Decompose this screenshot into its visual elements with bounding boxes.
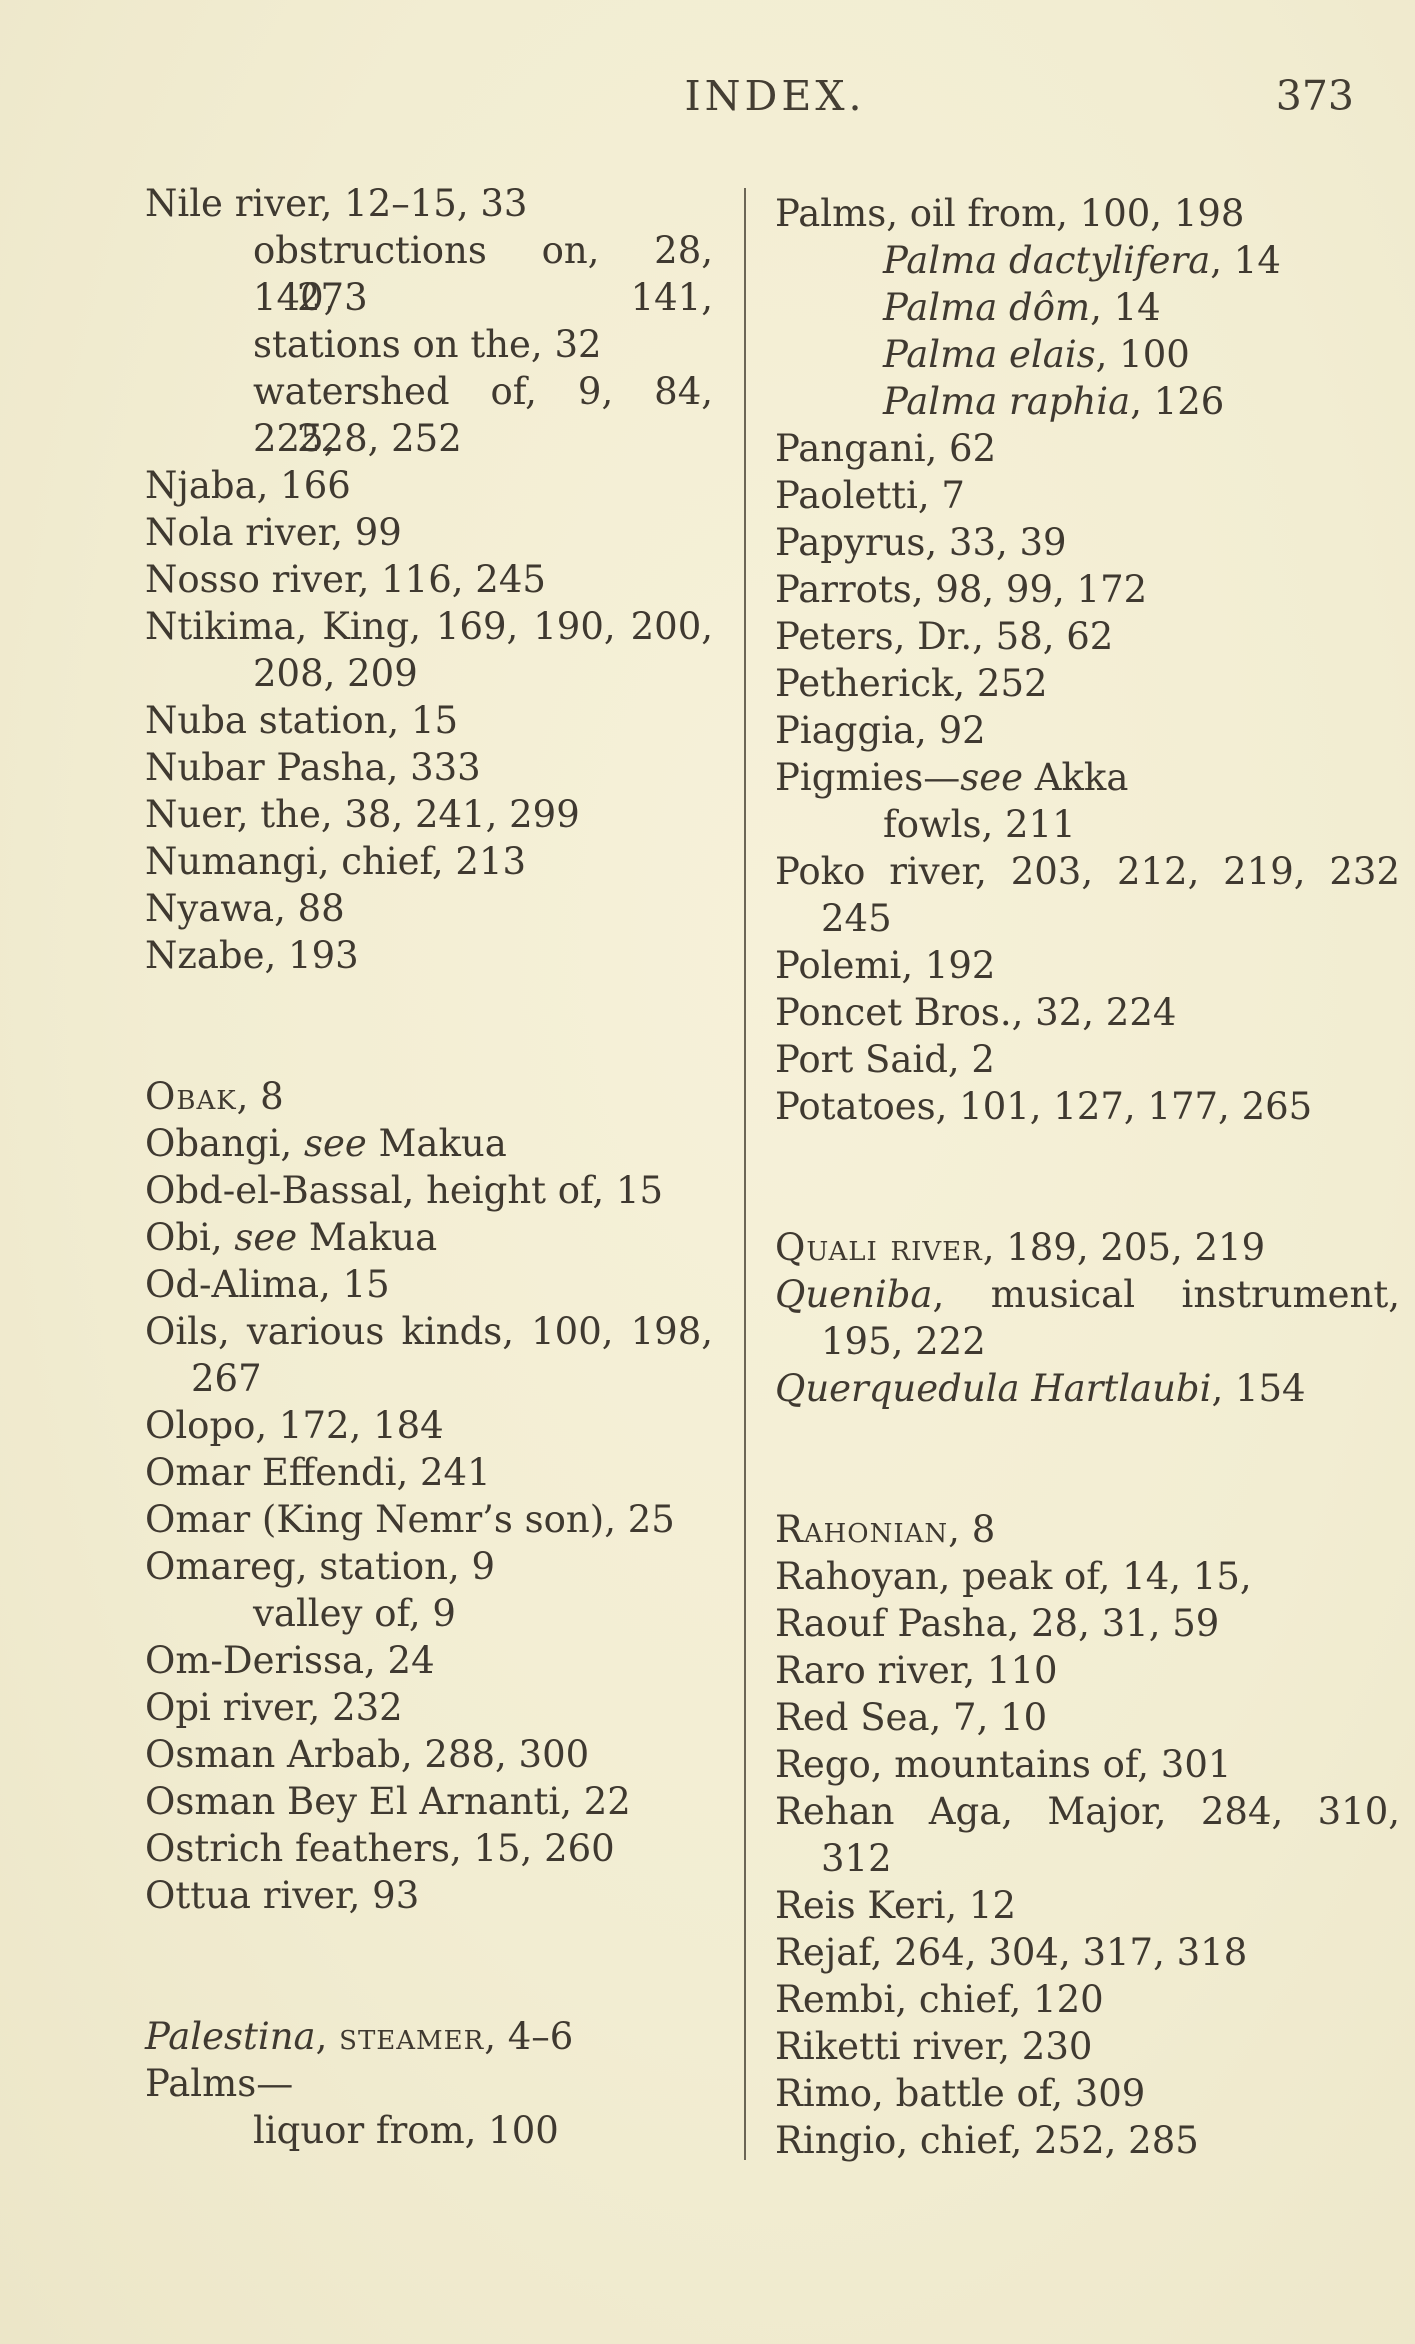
- index-entry-line: 195, 222: [821, 1320, 986, 1363]
- index-entry-line: Olopo, 172, 184: [145, 1404, 444, 1447]
- index-column-right: Palms, oil from, 100, 198 Palma dactylife…: [775, 190, 1400, 2164]
- index-entry-line: Poncet Bros., 32, 224: [775, 991, 1177, 1034]
- blank-line: [775, 1412, 1400, 1459]
- index-entry-line: Oils, various kinds, 100, 198,: [145, 1310, 713, 1353]
- index-entry-line: Nubar Pasha, 333: [145, 746, 481, 789]
- index-entry-line: Rembi, chief, 120: [775, 1978, 1104, 2021]
- index-entry-line: Pangani, 62: [775, 427, 997, 470]
- index-entry-line: liquor from, 100: [253, 2109, 559, 2152]
- index-entry-line: Querquedula Hartlaubi, 154: [775, 1367, 1306, 1410]
- index-entry-line: Nyawa, 88: [145, 887, 345, 930]
- index-entry-line: Raouf Pasha, 28, 31, 59: [775, 1602, 1220, 1645]
- index-entry-line: Paoletti, 7: [775, 474, 965, 517]
- index-entry-line: Petherick, 252: [775, 662, 1048, 705]
- index-entry-line: Rego, mountains of, 301: [775, 1743, 1232, 1786]
- index-entry-line: Palms—: [145, 2062, 294, 2105]
- index-entry-line: Nosso river, 116, 245: [145, 558, 546, 601]
- index-entry-line: fowls, 211: [883, 803, 1076, 846]
- index-entry-line: Pigmies—see Akka: [775, 756, 1129, 799]
- index-entry-line: Ringio, chief, 252, 285: [775, 2119, 1199, 2162]
- page-number: 373: [1275, 72, 1354, 120]
- index-entry-line: Palma elais, 100: [883, 333, 1190, 376]
- index-entry-line: 273: [297, 276, 368, 319]
- index-entry-line: obstructions on, 28, 140, 141,: [253, 229, 713, 319]
- index-entry-line: 208, 209: [253, 652, 418, 695]
- index-entry-line: Rahonian, 8: [775, 1508, 996, 1551]
- index-column-left: Nile river, 12–15, 33 obstructions on, 28…: [145, 180, 713, 2154]
- index-entry-line: Poko river, 203, 212, 219, 232: [775, 850, 1400, 893]
- index-entry-line: 245: [821, 897, 892, 940]
- index-entry-line: Rejaf, 264, 304, 317, 318: [775, 1931, 1248, 1974]
- index-entry-line: 267: [191, 1357, 262, 1400]
- index-entry-line: Rimo, battle of, 309: [775, 2072, 1146, 2115]
- page-title: INDEX.: [684, 72, 866, 120]
- index-entry-line: Nzabe, 193: [145, 934, 359, 977]
- blank-line: [775, 1130, 1400, 1177]
- index-entry-line: Omar Effendi, 241: [145, 1451, 491, 1494]
- index-entry-line: Nuer, the, 38, 241, 299: [145, 793, 580, 836]
- index-entry-line: watershed of, 9, 84, 225,: [253, 370, 713, 460]
- index-entry-line: Raro river, 110: [775, 1649, 1058, 1692]
- index-entry-line: Omareg, station, 9: [145, 1545, 496, 1588]
- blank-line: [145, 979, 713, 1026]
- blank-line: [775, 1459, 1400, 1506]
- blank-line: [775, 1177, 1400, 1224]
- index-entry-line: Riketti river, 230: [775, 2025, 1093, 2068]
- index-entry-line: Palms, oil from, 100, 198: [775, 192, 1245, 235]
- index-entry-line: Parrots, 98, 99, 172: [775, 568, 1148, 611]
- index-entry-line: Obi, see Makua: [145, 1216, 438, 1259]
- index-entry-line: Ostrich feathers, 15, 260: [145, 1827, 615, 1870]
- index-entry-line: Reis Keri, 12: [775, 1884, 1017, 1927]
- index-entry-line: Potatoes, 101, 127, 177, 265: [775, 1085, 1313, 1128]
- index-entry-line: Rahoyan, peak of, 14, 15,: [775, 1555, 1252, 1598]
- index-entry-line: stations on the, 32: [253, 323, 602, 366]
- index-entry-line: Palma dactylifera, 14: [883, 239, 1281, 282]
- index-entry-line: Palma raphia, 126: [883, 380, 1225, 423]
- column-divider-rule: [744, 188, 746, 2160]
- index-entry-line: Piaggia, 92: [775, 709, 986, 752]
- index-entry-line: Red Sea, 7, 10: [775, 1696, 1048, 1739]
- page-header: INDEX. 373: [150, 72, 1400, 122]
- index-entry-line: Obak, 8: [145, 1075, 284, 1118]
- index-entry-line: Osman Arbab, 288, 300: [145, 1733, 590, 1776]
- index-entry-line: Omar (King Nemr’s son), 25: [145, 1498, 675, 1541]
- index-entry-line: Opi river, 232: [145, 1686, 403, 1729]
- index-entry-line: Osman Bey El Arnanti, 22: [145, 1780, 631, 1823]
- blank-line: [145, 1966, 713, 2013]
- index-entry-line: Rehan Aga, Major, 284, 310,: [775, 1790, 1400, 1833]
- index-entry-line: Ottua river, 93: [145, 1874, 420, 1917]
- index-entry-line: Port Said, 2: [775, 1038, 995, 1081]
- index-entry-line: valley of, 9: [253, 1592, 456, 1635]
- index-entry-line: Obangi, see Makua: [145, 1122, 507, 1165]
- index-entry-line: Polemi, 192: [775, 944, 996, 987]
- index-entry-line: Om-Derissa, 24: [145, 1639, 435, 1682]
- index-entry-line: Ntikima, King, 169, 190, 200,: [145, 605, 713, 648]
- index-entry-line: Numangi, chief, 213: [145, 840, 527, 883]
- index-entry-line: 312: [821, 1837, 892, 1880]
- index-entry-line: Nuba station, 15: [145, 699, 459, 742]
- blank-line: [145, 1026, 713, 1073]
- blank-line: [145, 1919, 713, 1966]
- index-entry-line: Njaba, 166: [145, 464, 351, 507]
- index-entry-line: Quali river, 189, 205, 219: [775, 1226, 1266, 1269]
- index-entry-line: Papyrus, 33, 39: [775, 521, 1067, 564]
- index-entry-line: Peters, Dr., 58, 62: [775, 615, 1114, 658]
- index-entry-line: Nile river, 12–15, 33: [145, 182, 528, 225]
- index-entry-line: Nola river, 99: [145, 511, 402, 554]
- index-entry-line: Od-Alima, 15: [145, 1263, 390, 1306]
- index-entry-line: Palestina, steamer, 4–6: [145, 2015, 574, 2058]
- index-entry-line: Obd-el-Bassal, height of, 15: [145, 1169, 664, 1212]
- index-entry-line: Queniba, musical instrument,: [775, 1273, 1400, 1316]
- index-entry-line: 228, 252: [297, 417, 462, 460]
- index-entry-line: Palma dôm, 14: [883, 286, 1161, 329]
